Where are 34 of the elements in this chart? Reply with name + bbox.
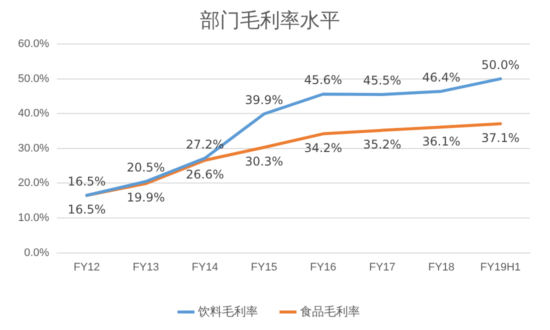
data-label: 37.1% (481, 130, 520, 145)
data-label: 45.5% (363, 74, 402, 88)
data-label: 16.5% (68, 202, 106, 217)
x-tick-label: FY15 (250, 261, 278, 274)
data-label: 46.4% (422, 70, 460, 84)
x-tick-label: FY16 (310, 261, 336, 274)
x-tick-label: FY13 (132, 261, 159, 274)
data-label: 30.3% (244, 154, 284, 168)
data-label: 16.5% (68, 174, 106, 189)
legend-label: 食品毛利率 (300, 304, 360, 318)
data-label: 39.9% (244, 93, 284, 108)
chart-title: 部门毛利率水平 (200, 8, 340, 32)
y-tick-label: 0.0% (24, 246, 50, 259)
data-label: 19.9% (126, 190, 165, 205)
data-label: 26.6% (186, 167, 224, 182)
data-label: 20.5% (126, 160, 165, 175)
legend-label: 饮料毛利率 (197, 304, 258, 318)
data-label: 50.0% (481, 58, 520, 72)
y-tick-label: 20.0% (18, 177, 50, 190)
x-tick-label: FY17 (369, 261, 396, 274)
data-label: 36.1% (422, 134, 460, 148)
y-tick-label: 60.0% (18, 38, 50, 50)
x-tick-label: FY18 (428, 261, 454, 274)
data-label: 34.2% (304, 140, 342, 155)
x-tick-label: FY12 (74, 261, 100, 274)
data-label: 27.2% (186, 137, 224, 152)
y-tick-label: 10.0% (18, 212, 50, 224)
data-label: 45.6% (304, 73, 342, 88)
y-tick-label: 40.0% (18, 108, 50, 120)
x-tick-label: FY19H1 (480, 261, 521, 274)
y-tick-label: 50.0% (18, 72, 50, 85)
x-tick-label: FY14 (192, 261, 218, 274)
data-label: 35.2% (363, 137, 402, 152)
y-tick-label: 30.0% (18, 142, 50, 154)
